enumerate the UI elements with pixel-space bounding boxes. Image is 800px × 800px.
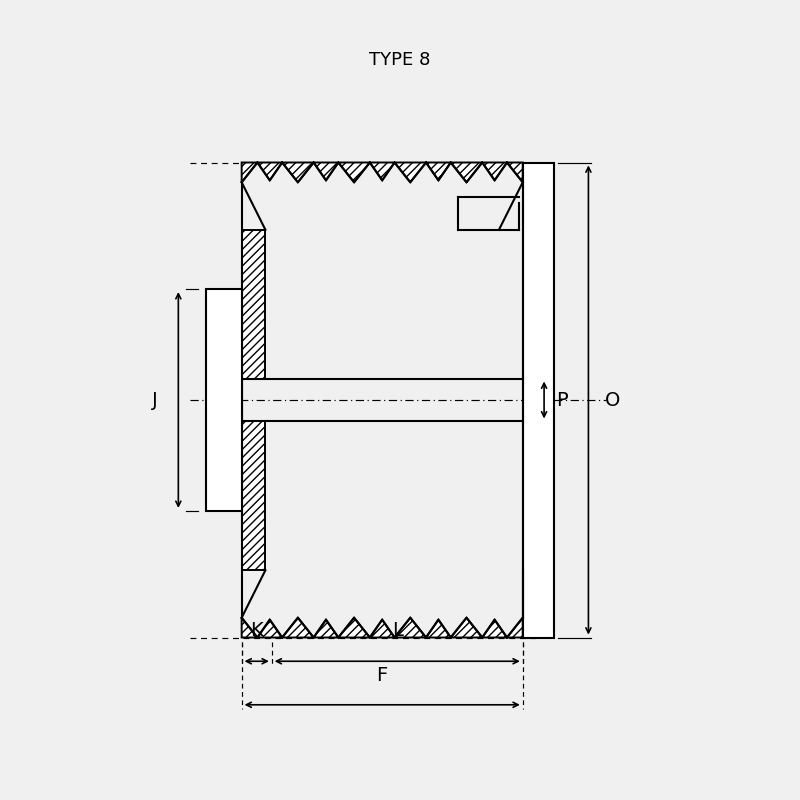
Bar (522, 162, 554, 638)
Text: F: F (377, 666, 388, 685)
Text: O: O (605, 390, 620, 410)
Text: P: P (556, 390, 567, 410)
Polygon shape (242, 230, 266, 378)
Text: J: J (152, 390, 158, 410)
Text: K: K (250, 621, 263, 640)
Text: L: L (392, 621, 402, 640)
Polygon shape (242, 162, 522, 182)
Text: TYPE 8: TYPE 8 (370, 50, 430, 69)
Polygon shape (242, 422, 266, 570)
Bar (206, 289, 242, 511)
Polygon shape (242, 618, 522, 638)
